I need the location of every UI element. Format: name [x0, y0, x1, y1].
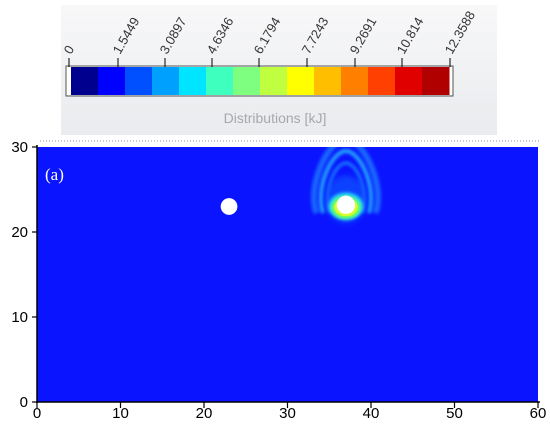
colorbar-swatch: [125, 67, 153, 95]
panel-label: (a): [45, 165, 64, 184]
x-tick-label: 20: [196, 405, 213, 422]
x-tick-label: 30: [279, 405, 296, 422]
y-tick-label: 20: [11, 224, 28, 241]
colorbar-swatch: [422, 67, 450, 95]
colorbar-swatches: [66, 67, 453, 95]
y-tick-label: 10: [11, 309, 28, 326]
y-ticks: 0 10 20 30: [11, 139, 37, 411]
colorbar-endcap-low: [66, 67, 71, 95]
colorbar-swatch: [71, 67, 99, 95]
colorbar-endcap-high: [449, 67, 453, 95]
colorbar-swatch: [233, 67, 261, 95]
plot-area: (a): [37, 147, 538, 402]
particle: [220, 198, 238, 215]
particle: [336, 195, 356, 214]
colorbar-swatch: [341, 67, 369, 95]
x-tick-label: 40: [363, 405, 380, 422]
x-tick-label: 0: [33, 405, 41, 422]
colorbar-swatch: [368, 67, 396, 95]
colorbar-swatch: [206, 67, 234, 95]
colorbar-swatch: [98, 67, 126, 95]
colorbar-swatch: [395, 67, 423, 95]
y-tick-label: 0: [20, 394, 28, 411]
colorbar-legend: 0 1.5449 3.0897 4.6346 6.1794 7.7243 9.2691 10.…: [61, 5, 497, 135]
colorbar-swatch: [287, 67, 315, 95]
x-tick-label: 60: [530, 405, 547, 422]
field-background: [37, 147, 538, 402]
axes: 0 10 20 30 40 50 60 0 10 20 30: [11, 139, 546, 422]
colorbar-swatch: [260, 67, 288, 95]
colorbar-swatch: [179, 67, 207, 95]
particles: [220, 195, 356, 215]
y-tick-label: 30: [11, 139, 28, 156]
x-ticks: 0 10 20 30 40 50 60: [33, 402, 547, 422]
plume-mid: [319, 148, 373, 214]
plume-outer: [310, 147, 381, 215]
x-tick-label: 50: [446, 405, 463, 422]
colorbar-swatch: [152, 67, 180, 95]
colorbar-title: Distributions [kJ]: [224, 110, 327, 126]
colorbar-swatch: [314, 67, 342, 95]
x-tick-label: 10: [112, 405, 129, 422]
